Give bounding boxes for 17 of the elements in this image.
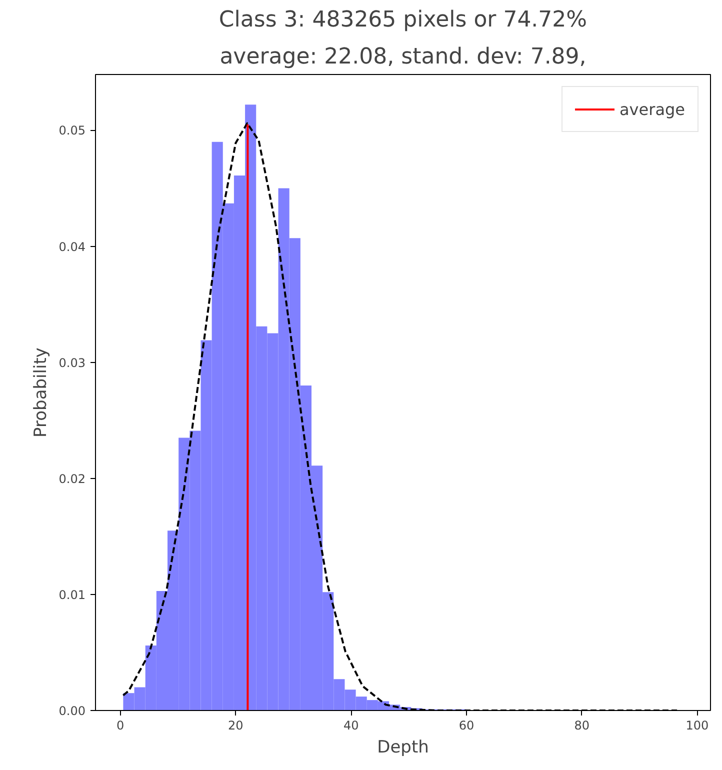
y-axis-title: Probability	[30, 348, 51, 438]
x-tick-label: 40	[343, 718, 359, 732]
x-tick-label: 20	[228, 718, 244, 732]
y-tick-label: 0.01	[58, 588, 86, 602]
chart-subtitle: average: 22.08, stand. dev: 7.89,	[220, 44, 586, 70]
x-tick-label: 60	[458, 718, 474, 732]
y-tick-label: 0.00	[58, 704, 86, 718]
y-tick-label: 0.03	[58, 356, 86, 370]
x-tick-label: 100	[686, 718, 709, 732]
legend-label: average	[620, 100, 685, 118]
chart-title: Class 3: 483265 pixels or 74.72%	[218, 8, 588, 32]
y-tick-label: 0.04	[58, 240, 86, 254]
y-tick-label: 0.05	[58, 124, 86, 138]
x-axis-title: Depth	[377, 738, 429, 758]
y-tick-label: 0.02	[58, 472, 86, 486]
x-tick-label: 80	[574, 718, 590, 732]
x-tick-label: 0	[116, 718, 124, 732]
